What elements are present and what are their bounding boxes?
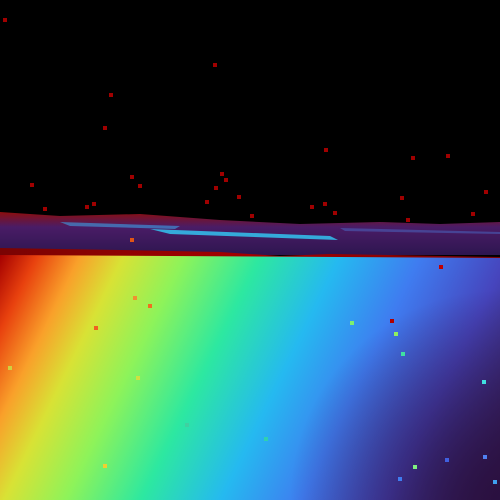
speckle-point <box>394 332 398 336</box>
speckle-point <box>400 196 404 200</box>
speckle-point <box>185 423 189 427</box>
speckle-point <box>471 212 475 216</box>
speckle-point <box>213 63 217 67</box>
speckle-point <box>406 218 410 222</box>
speckle-point <box>333 211 337 215</box>
speckle-point <box>445 458 449 462</box>
speckle-point <box>92 202 96 206</box>
speckle-point <box>205 200 209 204</box>
speckle-point <box>310 205 314 209</box>
speckle-point <box>237 195 241 199</box>
speckle-point <box>224 178 228 182</box>
speckle-point <box>138 184 142 188</box>
ground-shadow <box>0 250 500 500</box>
speckle-point <box>136 376 140 380</box>
speckle-points <box>3 18 497 484</box>
speckle-point <box>133 296 137 300</box>
speckle-point <box>214 186 218 190</box>
speckle-point <box>398 477 402 481</box>
speckle-point <box>323 202 327 206</box>
speckle-point <box>109 93 113 97</box>
speckle-point <box>148 304 152 308</box>
speckle-point <box>103 464 107 468</box>
speckle-point <box>390 319 394 323</box>
speckle-point <box>8 366 12 370</box>
speckle-point <box>324 148 328 152</box>
speckle-point <box>130 175 134 179</box>
speckle-point <box>401 352 405 356</box>
speckle-point <box>94 326 98 330</box>
speckle-point <box>482 380 486 384</box>
speckle-point <box>250 214 254 218</box>
speckle-point <box>103 126 107 130</box>
speckle-point <box>43 207 47 211</box>
speckle-point <box>85 205 89 209</box>
speckle-point <box>493 480 497 484</box>
horizon-streak <box>340 228 500 234</box>
speckle-point <box>483 455 487 459</box>
speckle-point <box>3 18 7 22</box>
speckle-point <box>130 238 134 242</box>
speckle-point <box>350 321 354 325</box>
horizon-streak <box>150 229 338 240</box>
speckle-point <box>439 265 443 269</box>
speckle-point <box>30 183 34 187</box>
horizon-streak <box>60 222 180 229</box>
speckle-point <box>413 465 417 469</box>
speckle-point <box>411 156 415 160</box>
speckle-point <box>220 172 224 176</box>
speckle-point <box>264 437 268 441</box>
speckle-point <box>484 190 488 194</box>
speckle-point <box>446 154 450 158</box>
